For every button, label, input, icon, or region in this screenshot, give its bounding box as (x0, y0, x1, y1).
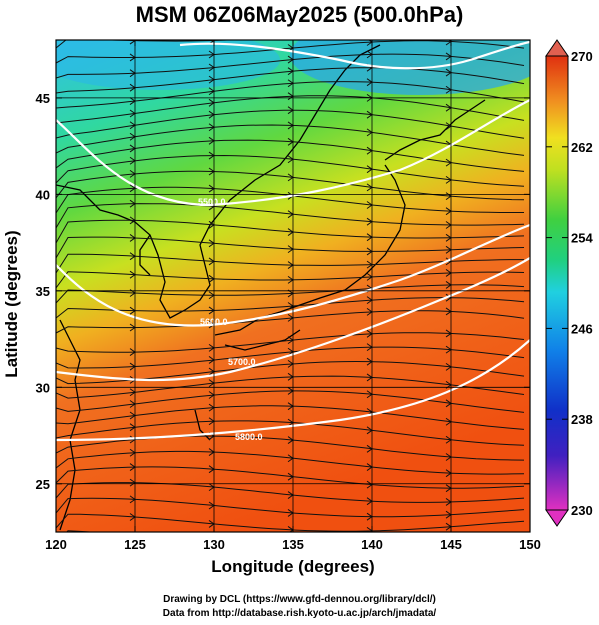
streamline (56, 219, 525, 244)
streamline-arrow (367, 27, 372, 34)
colorbar-tick-label: 246 (571, 321, 593, 336)
colorbar-tick-label: 270 (571, 49, 593, 64)
streamline (56, 203, 525, 229)
streamline-arrow (446, 24, 451, 31)
x-tick-label: 130 (203, 537, 225, 552)
x-tick-label: 150 (519, 537, 541, 552)
streamline (56, 332, 525, 353)
colorbar-tick-label: 238 (571, 412, 593, 427)
streamline (56, 466, 525, 489)
streamline (56, 497, 525, 518)
streamline (56, 513, 525, 532)
contour-label: 5800.0 (235, 432, 263, 442)
streamline-arrow (288, 40, 289, 41)
streamline (56, 40, 525, 64)
contour-label: 5500.0 (198, 197, 226, 207)
y-axis-label: Latitude (degrees) (2, 230, 21, 378)
streamline (56, 310, 525, 334)
colorbar-tick-label: 262 (571, 140, 593, 155)
contour-label: 5700.0 (228, 357, 256, 367)
credit-drawing: Drawing by DCL (https://www.gfd-dennou.o… (163, 594, 436, 605)
grid (56, 40, 530, 532)
streamline (56, 450, 525, 475)
streamline (56, 53, 525, 79)
y-tick-label: 40 (36, 187, 50, 202)
x-tick-label: 135 (282, 537, 304, 552)
y-tick-label: 30 (36, 380, 50, 395)
streamline (56, 284, 525, 304)
axes: 120 125 130 135 140 145 150 25 30 35 40 45 (36, 40, 541, 552)
colorbar-max-arrow (545, 39, 569, 57)
chart-title: MSM 06Z06May2025 (500.0hPa) (135, 2, 464, 27)
wind-streamlines (56, 24, 525, 532)
x-tick-label: 120 (45, 537, 67, 552)
credit-data: Data from http://database.rish.kyoto-u.a… (162, 608, 437, 619)
streamline (56, 346, 525, 369)
streamline (56, 236, 525, 259)
y-tick-label: 45 (36, 91, 50, 106)
height-contours (56, 40, 530, 442)
colorbar-scale (545, 55, 569, 511)
streamline (56, 67, 525, 94)
x-axis-label: Longitude (degrees) (211, 557, 375, 576)
x-tick-label: 125 (124, 537, 146, 552)
y-tick-label: 35 (36, 284, 50, 299)
x-tick-label: 145 (440, 537, 462, 552)
y-tick-label: 25 (36, 477, 50, 492)
colorbar: 230 238 246 254 262 270 (545, 39, 593, 527)
colorbar-tick-label: 254 (571, 231, 593, 246)
colorbar-min-arrow (545, 509, 569, 527)
streamline (56, 81, 525, 109)
streamline (56, 482, 525, 503)
x-tick-label: 140 (361, 537, 383, 552)
streamline (56, 271, 525, 289)
plot-area: 5800.0 5700.0 5600.0 5500.0 (56, 24, 530, 532)
colorbar-tick-label: 230 (571, 503, 593, 518)
